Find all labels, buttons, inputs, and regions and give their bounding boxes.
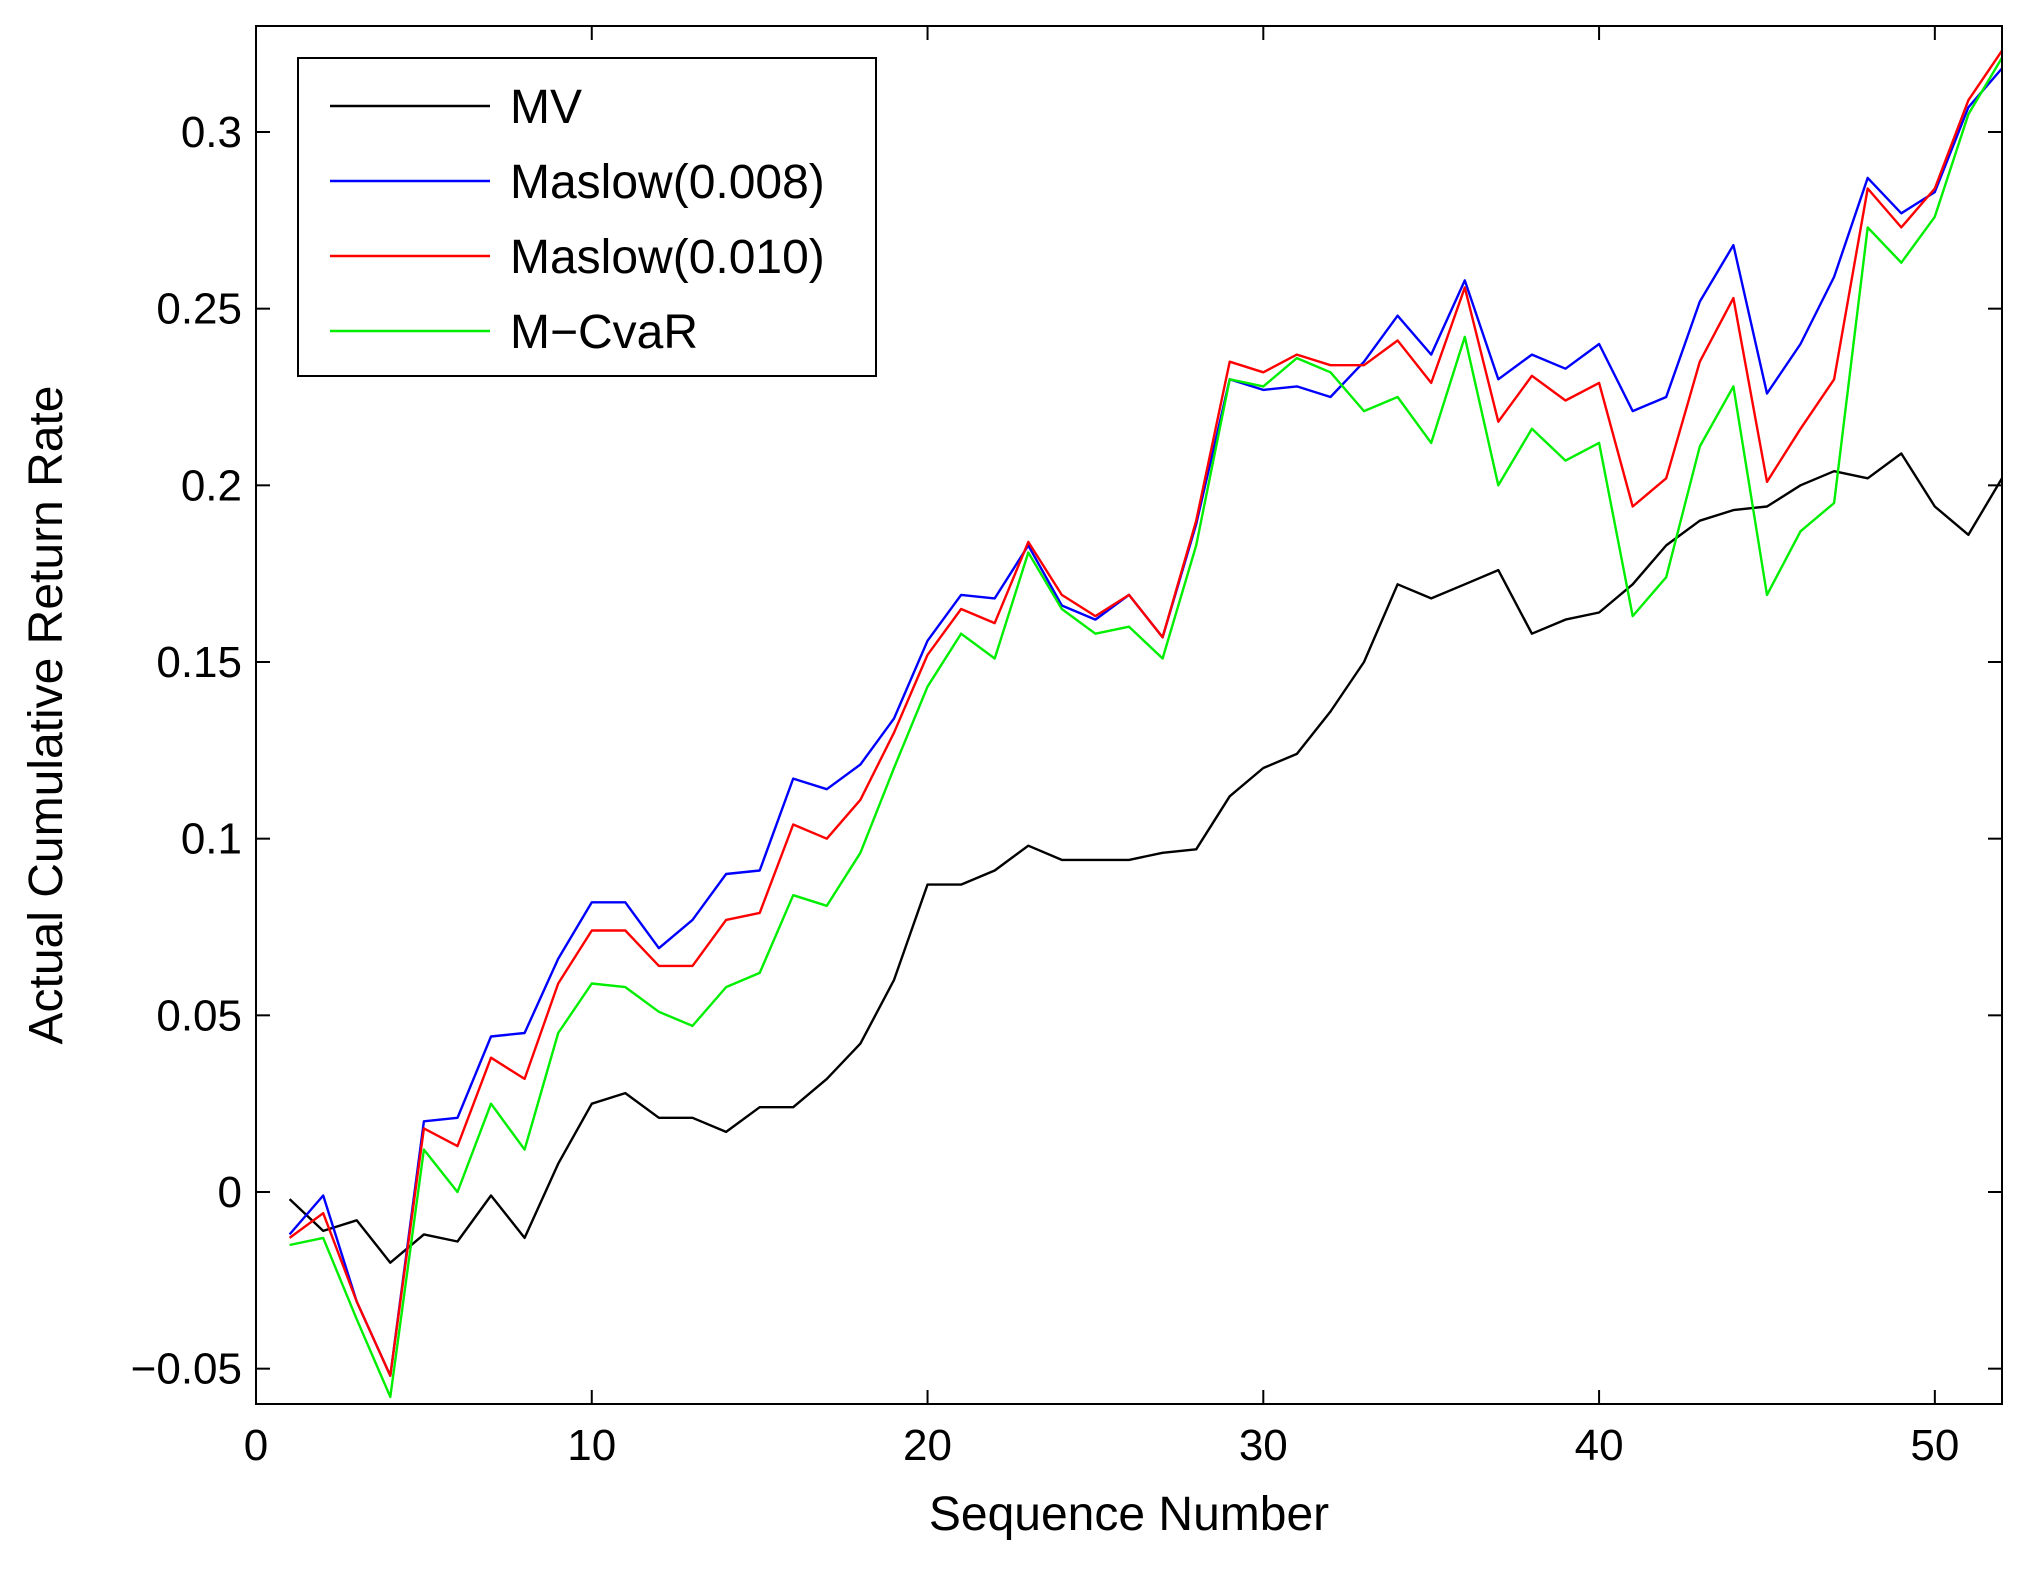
y-tick-label: 0.1 bbox=[181, 815, 242, 864]
y-tick-label: 0.3 bbox=[181, 108, 242, 157]
y-axis-label: Actual Cumulative Return Rate bbox=[20, 386, 73, 1045]
x-tick-label: 30 bbox=[1239, 1421, 1288, 1470]
x-tick-label: 20 bbox=[903, 1421, 952, 1470]
legend-entry-2: Maslow(0.008) bbox=[510, 156, 825, 209]
series-line-3 bbox=[288, 50, 2003, 1377]
series-line-4 bbox=[289, 57, 2004, 1399]
x-axis-label: Sequence Number bbox=[929, 1488, 1329, 1541]
legend-entry-4: M−CvaR bbox=[510, 306, 698, 359]
x-tick-label: 10 bbox=[567, 1421, 616, 1470]
legend-entry-1: MV bbox=[510, 81, 582, 134]
y-tick-label: 0.2 bbox=[181, 461, 242, 510]
x-tick-label: 40 bbox=[1575, 1421, 1624, 1470]
series-layer bbox=[288, 50, 2004, 1399]
legend-box bbox=[297, 57, 877, 377]
y-tick-label: 0.15 bbox=[156, 638, 242, 687]
y-tick-label: 0.25 bbox=[156, 285, 242, 334]
y-tick-label: 0.05 bbox=[156, 991, 242, 1040]
x-tick-label: 0 bbox=[244, 1421, 268, 1470]
legend: MV Maslow(0.008) Maslow(0.010) M−CvaR bbox=[297, 57, 877, 377]
legend-entry-3: Maslow(0.010) bbox=[510, 231, 825, 284]
series-line-1 bbox=[288, 452, 2004, 1264]
y-tick-label: −0.05 bbox=[131, 1345, 242, 1394]
plot-area-frame bbox=[255, 25, 2003, 1405]
x-tick-label: 50 bbox=[1910, 1421, 1959, 1470]
y-tick-label: 0 bbox=[218, 1168, 242, 1217]
